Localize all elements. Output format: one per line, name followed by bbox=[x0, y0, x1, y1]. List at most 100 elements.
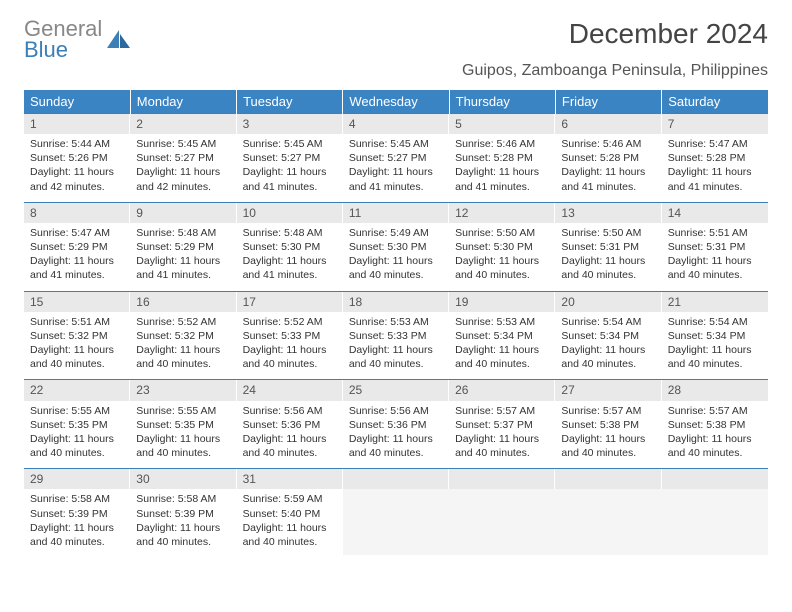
sunset-text: Sunset: 5:35 PM bbox=[136, 418, 230, 432]
day-number: 17 bbox=[237, 292, 343, 312]
sunset-text: Sunset: 5:32 PM bbox=[136, 329, 230, 343]
day-body: Sunrise: 5:48 AMSunset: 5:30 PMDaylight:… bbox=[237, 223, 343, 291]
calendar-day-cell: 14Sunrise: 5:51 AMSunset: 5:31 PMDayligh… bbox=[662, 202, 768, 291]
calendar-day-cell bbox=[662, 469, 768, 557]
day-body: Sunrise: 5:57 AMSunset: 5:38 PMDaylight:… bbox=[555, 401, 661, 469]
weekday-header: Tuesday bbox=[237, 90, 343, 114]
day-number bbox=[343, 469, 449, 489]
day-number: 20 bbox=[555, 292, 661, 312]
day-number: 30 bbox=[130, 469, 236, 489]
calendar-day-cell bbox=[343, 469, 449, 557]
sunrise-text: Sunrise: 5:56 AM bbox=[349, 404, 443, 418]
day-number: 4 bbox=[343, 114, 449, 134]
sunset-text: Sunset: 5:37 PM bbox=[455, 418, 549, 432]
day-number: 8 bbox=[24, 203, 130, 223]
weekday-header: Friday bbox=[555, 90, 661, 114]
calendar-day-cell: 4Sunrise: 5:45 AMSunset: 5:27 PMDaylight… bbox=[343, 113, 449, 202]
sunrise-text: Sunrise: 5:52 AM bbox=[243, 315, 337, 329]
day-body: Sunrise: 5:46 AMSunset: 5:28 PMDaylight:… bbox=[449, 134, 555, 202]
daylight-text: Daylight: 11 hours and 40 minutes. bbox=[561, 254, 655, 282]
day-number: 6 bbox=[555, 114, 661, 134]
sunrise-text: Sunrise: 5:50 AM bbox=[455, 226, 549, 240]
sunrise-text: Sunrise: 5:57 AM bbox=[455, 404, 549, 418]
day-body: Sunrise: 5:58 AMSunset: 5:39 PMDaylight:… bbox=[130, 489, 236, 557]
brand-line2: Blue bbox=[24, 40, 102, 60]
daylight-text: Daylight: 11 hours and 41 minutes. bbox=[668, 165, 762, 193]
sunrise-text: Sunrise: 5:57 AM bbox=[561, 404, 655, 418]
sunrise-text: Sunrise: 5:50 AM bbox=[561, 226, 655, 240]
day-body: Sunrise: 5:54 AMSunset: 5:34 PMDaylight:… bbox=[555, 312, 661, 380]
calendar-day-cell: 22Sunrise: 5:55 AMSunset: 5:35 PMDayligh… bbox=[24, 380, 130, 469]
sunrise-text: Sunrise: 5:59 AM bbox=[243, 492, 337, 506]
calendar-day-cell: 15Sunrise: 5:51 AMSunset: 5:32 PMDayligh… bbox=[24, 291, 130, 380]
weekday-header: Thursday bbox=[449, 90, 555, 114]
day-number: 2 bbox=[130, 114, 236, 134]
day-body bbox=[343, 489, 449, 555]
header: General Blue December 2024 bbox=[24, 18, 768, 60]
sunset-text: Sunset: 5:27 PM bbox=[136, 151, 230, 165]
day-body: Sunrise: 5:58 AMSunset: 5:39 PMDaylight:… bbox=[24, 489, 130, 557]
day-body: Sunrise: 5:57 AMSunset: 5:37 PMDaylight:… bbox=[449, 401, 555, 469]
daylight-text: Daylight: 11 hours and 40 minutes. bbox=[349, 343, 443, 371]
day-number: 22 bbox=[24, 380, 130, 400]
daylight-text: Daylight: 11 hours and 40 minutes. bbox=[455, 343, 549, 371]
sunset-text: Sunset: 5:30 PM bbox=[243, 240, 337, 254]
daylight-text: Daylight: 11 hours and 42 minutes. bbox=[30, 165, 124, 193]
calendar-day-cell: 21Sunrise: 5:54 AMSunset: 5:34 PMDayligh… bbox=[662, 291, 768, 380]
day-number bbox=[449, 469, 555, 489]
sunrise-text: Sunrise: 5:54 AM bbox=[668, 315, 762, 329]
calendar-day-cell: 29Sunrise: 5:58 AMSunset: 5:39 PMDayligh… bbox=[24, 469, 130, 557]
sunset-text: Sunset: 5:28 PM bbox=[561, 151, 655, 165]
day-body: Sunrise: 5:45 AMSunset: 5:27 PMDaylight:… bbox=[130, 134, 236, 202]
calendar-day-cell: 7Sunrise: 5:47 AMSunset: 5:28 PMDaylight… bbox=[662, 113, 768, 202]
sunrise-text: Sunrise: 5:57 AM bbox=[668, 404, 762, 418]
calendar-day-cell: 27Sunrise: 5:57 AMSunset: 5:38 PMDayligh… bbox=[555, 380, 661, 469]
day-body: Sunrise: 5:44 AMSunset: 5:26 PMDaylight:… bbox=[24, 134, 130, 202]
sunset-text: Sunset: 5:33 PM bbox=[349, 329, 443, 343]
daylight-text: Daylight: 11 hours and 41 minutes. bbox=[243, 254, 337, 282]
calendar-day-cell: 23Sunrise: 5:55 AMSunset: 5:35 PMDayligh… bbox=[130, 380, 236, 469]
sunrise-text: Sunrise: 5:45 AM bbox=[136, 137, 230, 151]
day-number: 9 bbox=[130, 203, 236, 223]
sunrise-text: Sunrise: 5:53 AM bbox=[349, 315, 443, 329]
calendar-day-cell: 10Sunrise: 5:48 AMSunset: 5:30 PMDayligh… bbox=[237, 202, 343, 291]
daylight-text: Daylight: 11 hours and 40 minutes. bbox=[243, 343, 337, 371]
sunrise-text: Sunrise: 5:54 AM bbox=[561, 315, 655, 329]
sunrise-text: Sunrise: 5:52 AM bbox=[136, 315, 230, 329]
sunset-text: Sunset: 5:35 PM bbox=[30, 418, 124, 432]
daylight-text: Daylight: 11 hours and 41 minutes. bbox=[349, 165, 443, 193]
calendar-day-cell: 11Sunrise: 5:49 AMSunset: 5:30 PMDayligh… bbox=[343, 202, 449, 291]
daylight-text: Daylight: 11 hours and 40 minutes. bbox=[136, 343, 230, 371]
daylight-text: Daylight: 11 hours and 40 minutes. bbox=[349, 432, 443, 460]
sunrise-text: Sunrise: 5:47 AM bbox=[668, 137, 762, 151]
day-number: 15 bbox=[24, 292, 130, 312]
day-number: 13 bbox=[555, 203, 661, 223]
sunset-text: Sunset: 5:38 PM bbox=[668, 418, 762, 432]
daylight-text: Daylight: 11 hours and 40 minutes. bbox=[243, 432, 337, 460]
day-number: 10 bbox=[237, 203, 343, 223]
daylight-text: Daylight: 11 hours and 41 minutes. bbox=[561, 165, 655, 193]
sunrise-text: Sunrise: 5:49 AM bbox=[349, 226, 443, 240]
sunrise-text: Sunrise: 5:48 AM bbox=[243, 226, 337, 240]
day-body: Sunrise: 5:47 AMSunset: 5:28 PMDaylight:… bbox=[662, 134, 768, 202]
daylight-text: Daylight: 11 hours and 40 minutes. bbox=[136, 432, 230, 460]
location-subtitle: Guipos, Zamboanga Peninsula, Philippines bbox=[24, 62, 768, 80]
daylight-text: Daylight: 11 hours and 41 minutes. bbox=[455, 165, 549, 193]
sunrise-text: Sunrise: 5:51 AM bbox=[30, 315, 124, 329]
calendar-week-row: 1Sunrise: 5:44 AMSunset: 5:26 PMDaylight… bbox=[24, 113, 768, 202]
calendar-week-row: 8Sunrise: 5:47 AMSunset: 5:29 PMDaylight… bbox=[24, 202, 768, 291]
sunset-text: Sunset: 5:30 PM bbox=[349, 240, 443, 254]
day-body: Sunrise: 5:50 AMSunset: 5:31 PMDaylight:… bbox=[555, 223, 661, 291]
day-number: 26 bbox=[449, 380, 555, 400]
calendar-day-cell: 26Sunrise: 5:57 AMSunset: 5:37 PMDayligh… bbox=[449, 380, 555, 469]
sunset-text: Sunset: 5:29 PM bbox=[30, 240, 124, 254]
day-number: 11 bbox=[343, 203, 449, 223]
day-body: Sunrise: 5:51 AMSunset: 5:32 PMDaylight:… bbox=[24, 312, 130, 380]
day-number: 1 bbox=[24, 114, 130, 134]
day-body: Sunrise: 5:45 AMSunset: 5:27 PMDaylight:… bbox=[237, 134, 343, 202]
sunrise-text: Sunrise: 5:44 AM bbox=[30, 137, 124, 151]
sunrise-text: Sunrise: 5:45 AM bbox=[349, 137, 443, 151]
daylight-text: Daylight: 11 hours and 40 minutes. bbox=[455, 254, 549, 282]
day-number bbox=[555, 469, 661, 489]
sunset-text: Sunset: 5:29 PM bbox=[136, 240, 230, 254]
